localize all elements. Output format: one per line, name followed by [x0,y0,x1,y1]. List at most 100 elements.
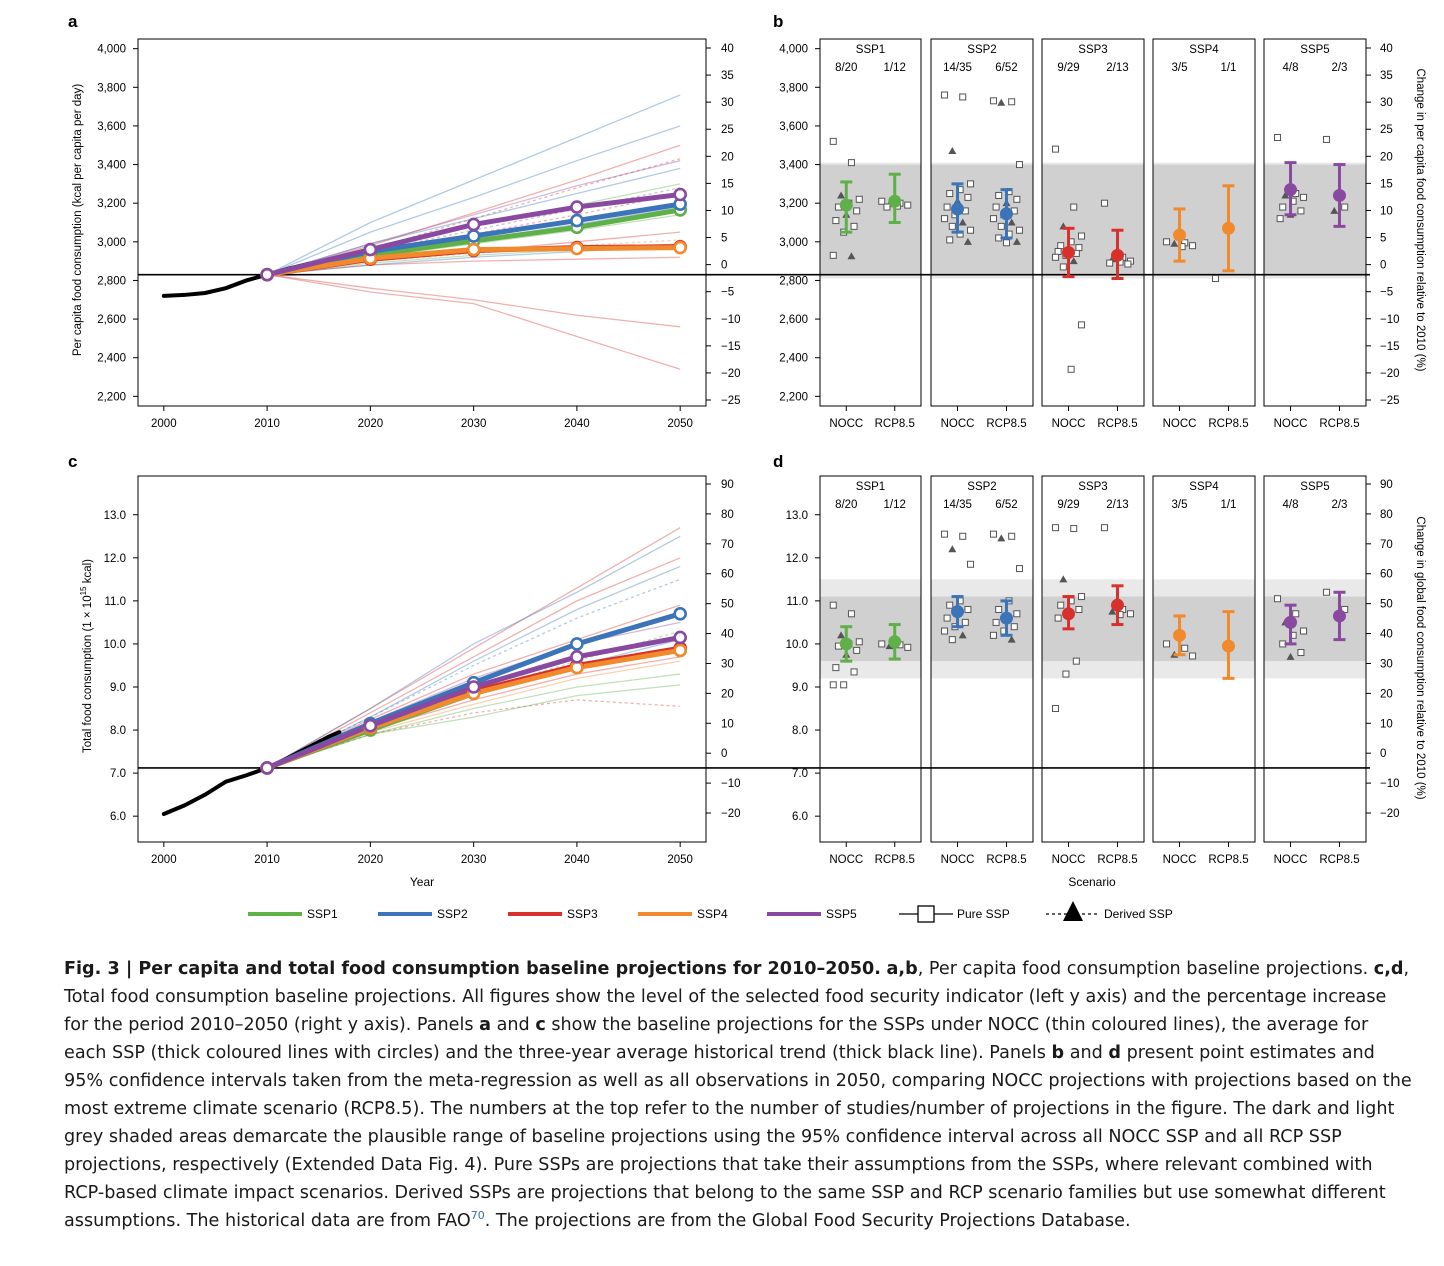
pure-observation-icon [1163,238,1171,246]
historical-trend-line [161,730,342,817]
x-tick-label-a: 2030 [461,418,487,430]
x-tick-label-a: 2040 [564,418,590,430]
y2-tick-label-c: 30 [721,658,734,670]
y-tick-label-b: 3,800 [779,82,808,94]
y-tick-label-c: 10.0 [104,639,126,651]
x-tick-label-rcp: RCP8.5 [986,418,1026,430]
y2-tick-label-b: −20 [1380,368,1400,380]
pure-observation-icon [1279,203,1287,211]
x-tick-label-rcp: RCP8.5 [1208,418,1248,430]
x-tick-label-rcp: RCP8.5 [1097,418,1137,430]
pure-observation-icon [850,668,858,676]
pure-observation-icon [1052,253,1060,261]
pure-observation-icon [941,91,949,99]
y-tick-label-c: 11.0 [104,596,126,608]
y2-tick-label-b: 20 [1380,151,1393,163]
point-estimate-ssp2 [951,202,965,216]
projection-line-ssp2 [266,94,681,276]
y2-tick-label-b: 40 [1380,43,1393,55]
pure-observation-icon [1100,199,1108,207]
shade-dark-b [931,164,1033,275]
projection-line-ssp3 [267,256,681,276]
study-count-nocc: 14/35 [943,499,972,511]
pure-observation-icon [964,605,972,613]
pure-observation-icon [1057,601,1065,609]
study-count-nocc: 3/5 [1172,62,1188,74]
y-tick-label-a: 3,400 [97,160,126,172]
y-tick-label-d: 8.0 [792,725,808,737]
pure-observation-icon [946,601,954,609]
pure-observation-icon [1010,623,1018,631]
point-estimate-ssp5 [1332,609,1346,623]
y-tick-label-a: 4,000 [97,44,126,56]
x-tick-label-a: 2000 [151,418,177,430]
y2-tick-label-c: 40 [721,629,734,641]
facet-title-ssp1: SSP1 [856,44,885,56]
pure-observation-icon [883,203,891,211]
average-point-ssp5 [673,187,687,202]
legend-label-derived: Derived SSP [1104,907,1173,921]
y2-tick-label-b: 0 [1380,260,1386,272]
x-tick-label-rcp: RCP8.5 [986,854,1026,866]
y-tick-label-b: 3,000 [779,237,808,249]
derived-observation-icon [1007,218,1016,226]
pure-observation-icon [832,664,840,672]
pure-observation-icon [855,638,863,646]
x-tick-label-c: 2010 [254,854,280,866]
y2-tick-label-d: 40 [1380,629,1393,641]
legend-pure-square-icon [917,905,935,923]
y2-tick-label-a: −15 [721,341,741,353]
caption-reference[interactable]: 70 [470,1209,485,1223]
shade-dark-d [1153,596,1255,662]
derived-observation-icon [1170,239,1179,247]
y2-tick-label-d: −20 [1380,808,1400,820]
facet-title-ssp5: SSP5 [1300,481,1329,493]
y2-tick-label-b: −25 [1380,395,1400,407]
y2-tick-label-c: 20 [721,688,734,700]
axis-label-c-left: Total food consumption (1 × 1015 kcal) [79,559,94,753]
pure-observation-icon [946,190,954,198]
derived-observation-icon [948,545,957,553]
point-estimate-ssp4 [1221,639,1235,653]
study-count-rcp: 1/1 [1220,62,1236,74]
pure-observation-icon [1015,226,1023,234]
point-estimate-ssp3 [1110,248,1124,262]
y-tick-label-c: 12.0 [104,553,126,565]
pure-observation-icon [1057,242,1065,250]
study-count-nocc: 9/29 [1057,62,1079,74]
pure-observation-icon [1070,525,1078,533]
derived-observation-icon [948,147,957,155]
x-tick-label-a: 2010 [254,418,280,430]
x-tick-label-nocc: NOCC [829,854,863,866]
y-tick-label-b: 2,800 [779,275,808,287]
pure-observation-icon [995,605,1003,613]
y2-tick-label-a: 0 [721,260,727,272]
y-tick-label-a: 3,800 [97,82,126,94]
pure-observation-icon [1067,365,1075,373]
y-tick-label-b: 2,200 [779,391,808,403]
caption-panel-cd: c,d [1373,959,1404,979]
pure-observation-icon [1341,203,1349,211]
pure-observation-icon [967,180,975,188]
pure-observation-icon [948,636,956,644]
pure-observation-icon [829,601,837,609]
y2-tick-label-a: −20 [721,368,741,380]
y2-tick-label-a: 25 [721,124,734,136]
y-tick-label-c: 6.0 [110,811,126,823]
y2-tick-label-b: −5 [1380,287,1393,299]
pure-observation-icon [1181,644,1189,652]
facet-title-ssp2: SSP2 [967,481,996,493]
x-tick-label-a: 2050 [667,418,693,430]
legend-label-ssp1: SSP1 [307,907,338,921]
pure-observation-icon [1297,649,1305,657]
pure-observation-icon [904,201,912,209]
derived-observation-icon [847,252,856,260]
pure-observation-icon [1276,215,1284,223]
derived-observation-icon [837,631,846,639]
study-count-rcp: 2/13 [1106,499,1128,511]
pure-observation-icon [1059,263,1067,271]
y2-tick-label-a: −25 [721,395,741,407]
pure-observation-icon [1300,193,1308,201]
legend-label-pure: Pure SSP [957,907,1010,921]
pure-observation-icon [1008,532,1016,540]
